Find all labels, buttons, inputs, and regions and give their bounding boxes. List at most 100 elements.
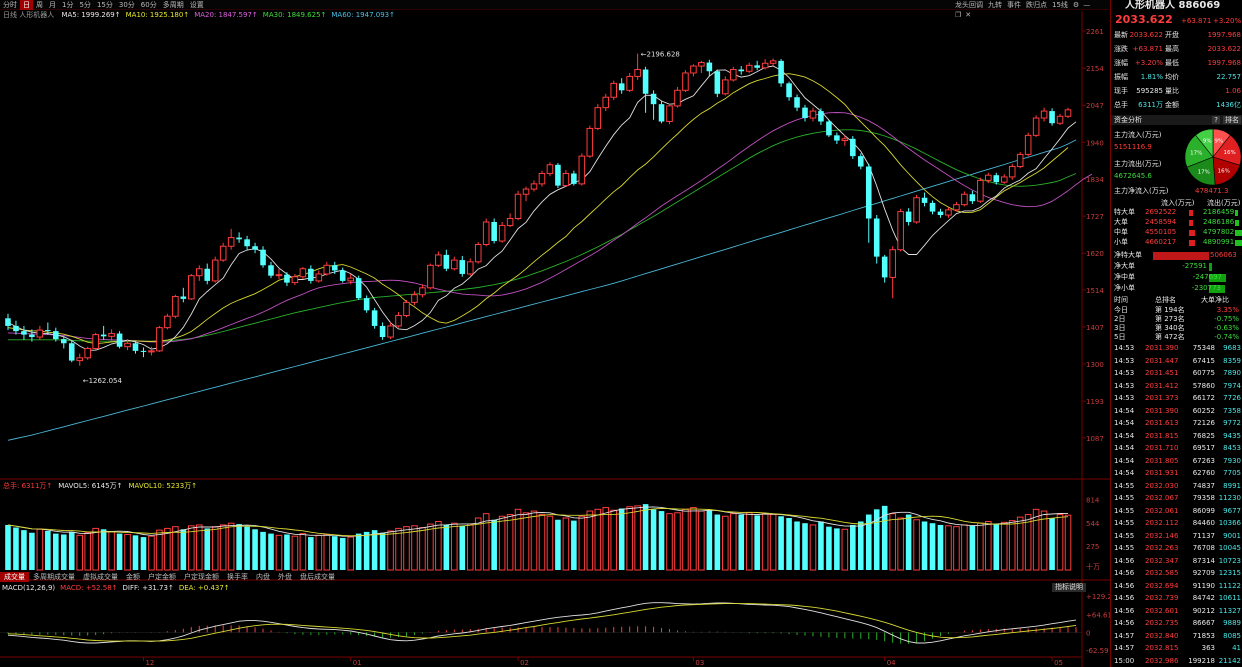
toolbar-item[interactable]: 九转 <box>988 1 1002 9</box>
quote-cell: 振幅 <box>1114 73 1128 81</box>
volume-bar <box>204 528 211 570</box>
candle-body <box>204 268 211 281</box>
period-tab[interactable]: 30分 <box>118 1 135 9</box>
indicator-tab[interactable]: 虚拟成交量 <box>83 573 118 581</box>
candle-body <box>546 164 554 174</box>
candle-body <box>1024 134 1032 155</box>
candle-body <box>355 278 362 299</box>
tick-price: 2031.451 <box>1145 369 1179 377</box>
settings-icon[interactable]: ⚙ <box>1072 1 1080 9</box>
candle-body <box>937 211 944 216</box>
rank-position: 第 340名 <box>1155 324 1185 332</box>
low-label: ←1262.054 <box>83 377 123 385</box>
rank-position: 第 273名 <box>1155 315 1185 323</box>
period-tab[interactable]: 15分 <box>96 1 113 9</box>
period-tab[interactable]: 设置 <box>189 1 204 9</box>
candle-body <box>188 275 195 300</box>
volume-bar <box>53 533 59 570</box>
rank-pct: -0.74% <box>1214 333 1239 341</box>
volume-bar <box>802 523 808 570</box>
volume-bar <box>1064 514 1072 571</box>
toolbar-item[interactable]: 跌归点 <box>1026 1 1047 9</box>
candle-body <box>116 333 123 347</box>
main-inflow-label: 主力流入(万元) <box>1114 131 1162 139</box>
macd-legend-item: MACD: +52.58↑ <box>60 584 118 592</box>
restore-icon[interactable]: ❐ <box>955 11 962 19</box>
tick-count: 7358 <box>1223 406 1241 415</box>
toolbar-item[interactable]: 事件 <box>1007 1 1021 9</box>
minimize-icon[interactable]: — <box>1083 1 1091 9</box>
indicator-tab[interactable]: 换手率 <box>227 573 248 581</box>
toolbar-item[interactable]: 15线 <box>1052 1 1068 9</box>
period-tab[interactable]: 分时 <box>3 1 17 9</box>
flow-in-bar <box>1189 240 1196 246</box>
fund-button[interactable]: ? <box>1212 116 1220 124</box>
indicator-tab[interactable]: 成交量 <box>0 572 29 582</box>
indicator-tab[interactable]: 外盘 <box>278 573 292 581</box>
volume-bar <box>5 524 11 570</box>
candle-body <box>634 69 641 77</box>
tick-time: 14:54 <box>1114 444 1135 452</box>
volume-bar <box>953 526 960 571</box>
volume-bar <box>929 523 936 570</box>
candle-body <box>371 310 378 326</box>
fund-button[interactable]: 排名 <box>1223 116 1241 124</box>
candle-body <box>403 301 410 317</box>
volume-bar <box>308 537 314 570</box>
indicator-tab[interactable]: 盘后成交量 <box>300 573 335 581</box>
volume-bar <box>244 526 250 570</box>
candle-body <box>140 350 147 352</box>
macd-y-label: +129.2 <box>1086 593 1110 601</box>
period-tab[interactable]: 60分 <box>140 1 157 9</box>
x-tick-label: 02 <box>520 659 529 667</box>
ma-label: MA60: 1947.093↑ <box>331 11 395 19</box>
tick-count: 10045 <box>1218 544 1241 552</box>
period-tab[interactable]: 1分 <box>62 1 74 9</box>
indicator-tab[interactable]: 户定金额 <box>148 573 176 581</box>
kline-chart[interactable]: 2261 2154 2047 1940 1834 1727 1620 1514 1407 1300… <box>0 0 1110 667</box>
candle-body <box>411 294 418 303</box>
volume-bar <box>650 509 657 570</box>
ma-label: MA10: 1925.180↑ <box>125 11 190 19</box>
indicator-tab[interactable]: 内盘 <box>256 573 270 581</box>
quote-cell: 总手 <box>1114 101 1128 109</box>
candle-body <box>761 62 769 69</box>
toolbar-item[interactable]: 龙头回调 <box>955 1 983 9</box>
volume-bar <box>1056 514 1064 571</box>
tick-count: 9001 <box>1223 531 1241 540</box>
tick-volume: 69517 <box>1192 444 1215 452</box>
x-tick-label: 03 <box>695 659 704 667</box>
close-icon[interactable]: ✕ <box>965 11 972 19</box>
candle-body <box>778 60 784 84</box>
indicator-tab[interactable]: 户定现金额 <box>184 573 219 581</box>
period-toolbar: 分时日周月 1分 5分 15分 30分 60分 多周期 设置 龙头回调 九转 事件 跌归点 15线 ⚙ —… <box>0 0 1110 19</box>
period-tab[interactable]: 月 <box>49 1 56 9</box>
candle-body <box>969 194 976 202</box>
tick-volume: 74837 <box>1192 481 1215 490</box>
candle-body <box>1049 111 1055 124</box>
indicator-tab[interactable]: 多周期成交量 <box>33 573 75 581</box>
fund-analysis-header: 资金分析 ? 排名 <box>1111 115 1242 125</box>
rank-day: 2日 <box>1114 315 1126 323</box>
flow-in: 2692522 <box>1145 208 1177 216</box>
flow-out-bar <box>1235 210 1239 216</box>
volume-bar <box>347 536 354 571</box>
net-bar <box>1209 263 1212 271</box>
indicator-help-button[interactable]: 指标说明 <box>1052 583 1086 592</box>
volume-bar <box>571 520 577 570</box>
period-tab[interactable]: 5分 <box>79 1 91 9</box>
period-tab[interactable]: 多周期 <box>162 1 184 9</box>
candle-body <box>466 261 474 275</box>
volume-bar <box>459 525 466 570</box>
volume-bar <box>913 519 920 571</box>
candle-body <box>395 315 402 327</box>
pie-label: 16% <box>1218 169 1230 175</box>
indicator-tab[interactable]: 金额 <box>126 573 140 581</box>
period-tab[interactable]: 日 <box>20 0 33 10</box>
period-tab[interactable]: 周 <box>36 1 43 9</box>
candle-body <box>76 357 84 362</box>
tick-count: 10723 <box>1218 556 1241 565</box>
tick-time: 14:57 <box>1114 644 1135 652</box>
candle-body <box>873 218 880 257</box>
net-label: 净中单 <box>1114 273 1135 281</box>
